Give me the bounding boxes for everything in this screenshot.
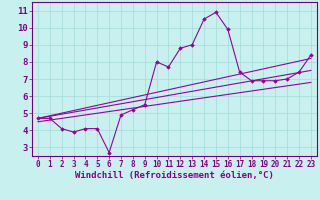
X-axis label: Windchill (Refroidissement éolien,°C): Windchill (Refroidissement éolien,°C): [75, 171, 274, 180]
